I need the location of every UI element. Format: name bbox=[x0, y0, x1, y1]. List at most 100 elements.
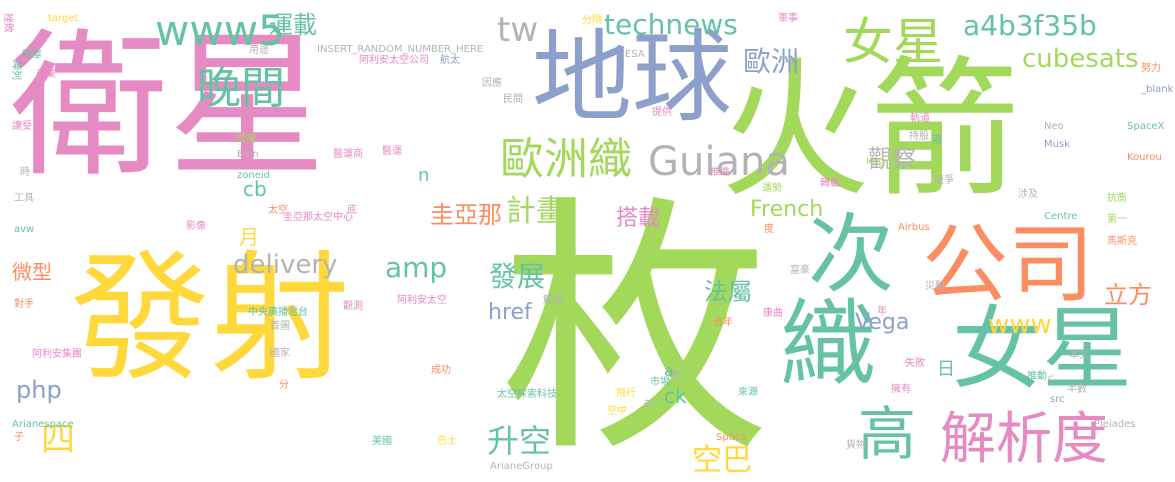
cloud-word: 陸軍 bbox=[22, 50, 42, 61]
cloud-word: 立方 bbox=[1104, 281, 1152, 309]
cloud-word: Space bbox=[716, 432, 747, 443]
cloud-word: Guiana bbox=[648, 139, 790, 185]
cloud-word: 分隔 bbox=[582, 15, 602, 26]
cloud-word: ESA bbox=[625, 49, 645, 60]
cloud-word: 解體 bbox=[543, 295, 563, 306]
cloud-word: 提供 bbox=[652, 107, 672, 118]
cloud-word: 太空探索科技 bbox=[497, 389, 557, 400]
cloud-word: 失敗 bbox=[905, 358, 925, 369]
cloud-word: 度 bbox=[764, 224, 774, 235]
cloud-word: delivery bbox=[233, 250, 338, 280]
cloud-word: INSERT_RANDOM_NUMBER_HERE bbox=[317, 44, 484, 55]
cloud-word: 持股 bbox=[909, 131, 929, 142]
cloud-word: 觀測 bbox=[343, 301, 363, 312]
cloud-word: 圭亞那太空中心 bbox=[283, 212, 353, 223]
cloud-word: ck bbox=[664, 384, 687, 408]
cloud-word: technews bbox=[604, 8, 738, 41]
cloud-word: img bbox=[866, 156, 885, 167]
cloud-word: 影像 bbox=[186, 221, 206, 232]
cloud-word: 來源 bbox=[738, 387, 758, 398]
cloud-word: 時 bbox=[20, 167, 30, 178]
cloud-word: 讓受 bbox=[12, 121, 32, 132]
cloud-word: a bbox=[664, 361, 674, 380]
cloud-word: 商業 bbox=[36, 69, 56, 80]
cloud-word: www5 bbox=[155, 6, 285, 55]
cloud-word: 阿利安集團 bbox=[32, 349, 82, 360]
cloud-word: 觀察 bbox=[868, 145, 916, 173]
cloud-word: 計畫 bbox=[506, 194, 566, 229]
cloud-word: 推動 bbox=[1027, 371, 1047, 382]
cloud-word: 國家 bbox=[270, 348, 290, 359]
cloud-word: 兩 bbox=[932, 135, 942, 146]
cloud-word: 競爭 bbox=[934, 175, 954, 186]
cloud-word: Kourou bbox=[1127, 152, 1162, 163]
cloud-word: tw bbox=[497, 10, 539, 50]
cloud-word: 醫運 bbox=[382, 146, 402, 157]
cloud-word: 航太 bbox=[440, 55, 460, 66]
cloud-word: 馬斯克 bbox=[1107, 236, 1137, 247]
cloud-word: 涉及 bbox=[1018, 189, 1038, 200]
cloud-word: 女星 bbox=[843, 13, 943, 71]
cloud-word: 飛行 bbox=[616, 388, 636, 399]
cloud-word: 轉載 bbox=[820, 178, 840, 189]
cloud-word: 發射 bbox=[70, 238, 351, 401]
cloud-word: 歐洲織 bbox=[500, 134, 632, 185]
cloud-word: 枚 bbox=[500, 173, 770, 482]
cloud-word: 底 bbox=[347, 205, 357, 216]
cloud-word: 康曲 bbox=[763, 308, 783, 319]
cloud-word: 火箭 bbox=[720, 44, 1021, 218]
cloud-word: 用途 bbox=[249, 45, 269, 56]
cloud-word: 公司 bbox=[922, 215, 1094, 315]
cloud-word: 地球 bbox=[532, 19, 732, 136]
cloud-word: 巴士 bbox=[437, 436, 457, 447]
cloud-word: Vega bbox=[855, 310, 910, 335]
cloud-word: 軍事 bbox=[778, 13, 798, 24]
cloud-word: 抗衡 bbox=[1107, 193, 1127, 204]
cloud-word: 四 bbox=[41, 420, 75, 460]
cloud-word: 陣列 bbox=[10, 60, 21, 80]
cloud-word: 推進 bbox=[710, 167, 730, 178]
cloud-word: _blank bbox=[1141, 84, 1174, 95]
cloud-word: Pleiades bbox=[1094, 419, 1136, 430]
cloud-word: 次 bbox=[808, 205, 894, 305]
cloud-word: SpaceX bbox=[1127, 121, 1165, 132]
cloud-word: Arianespace bbox=[12, 419, 74, 430]
cloud-word: 子 bbox=[14, 432, 24, 443]
cloud-word: Neo bbox=[1044, 121, 1064, 132]
cloud-word: Airbus bbox=[898, 222, 930, 233]
cloud-word: src bbox=[1050, 394, 1065, 405]
cloud-word: zoneid bbox=[237, 170, 270, 181]
cloud-word: 首圖 bbox=[270, 321, 290, 332]
cloud-word: 搭載 bbox=[616, 206, 661, 231]
cloud-word: 女星 bbox=[952, 297, 1132, 402]
cloud-word: 富豪 bbox=[790, 265, 810, 276]
cloud-word: 月 bbox=[239, 225, 259, 249]
cloud-word: 工具 bbox=[14, 193, 34, 204]
cloud-word: amp bbox=[385, 251, 448, 284]
cloud-word: 太空 bbox=[268, 205, 288, 216]
cloud-word: 運勢 bbox=[762, 183, 782, 194]
cloud-word: 分 bbox=[279, 380, 289, 391]
cloud-word: 衛星 bbox=[10, 15, 326, 199]
cloud-word: a4b3f35b bbox=[963, 9, 1097, 42]
cloud-word: 災難 bbox=[925, 281, 945, 292]
cloud-word: avw bbox=[14, 224, 35, 235]
cloud-word: 第一 bbox=[1107, 214, 1127, 225]
cloud-word: 對手 bbox=[14, 299, 34, 310]
cloud-word: www bbox=[988, 310, 1052, 340]
cloud-word: 織 bbox=[780, 289, 876, 401]
cloud-word: 貨物 bbox=[846, 440, 866, 451]
cloud-word: 市場 bbox=[650, 377, 670, 388]
cloud-word: 年 bbox=[877, 306, 887, 317]
cloud-word: cb bbox=[243, 177, 267, 201]
cloud-word: 數 bbox=[672, 370, 682, 381]
cloud-word: Centre bbox=[1044, 211, 1078, 222]
cloud-word: 圭亞那 bbox=[430, 201, 502, 229]
cloud-word: 去年 bbox=[713, 317, 733, 328]
cloud-word: 法屬 bbox=[704, 278, 752, 306]
cloud-word: 挫敗 bbox=[2, 13, 13, 33]
cloud-word: php bbox=[16, 376, 62, 404]
cloud-word: 解析度 bbox=[940, 407, 1108, 472]
cloud-word: 成功 bbox=[431, 365, 451, 376]
